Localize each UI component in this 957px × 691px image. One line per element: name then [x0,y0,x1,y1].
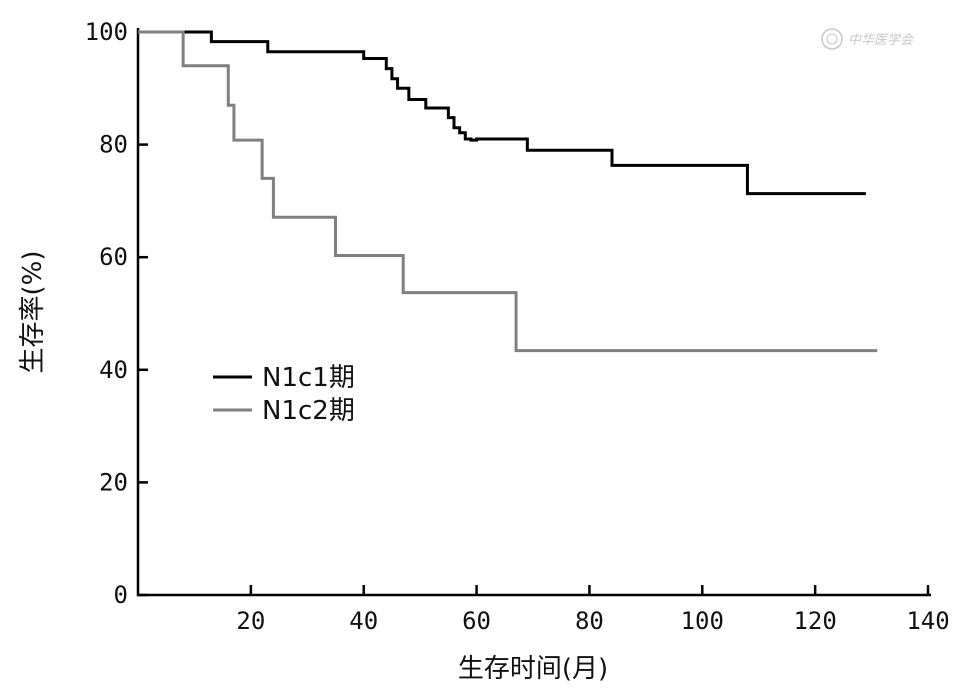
watermark-logo: 中华医学会 [821,28,915,50]
legend: N1c1期 N1c2期 [213,363,355,426]
legend-label-n1c1: N1c1期 [262,363,355,393]
y-tick-label: 80 [99,131,128,159]
y-tick-label: 40 [99,356,128,384]
x-axis-title: 生存时间(月) [458,654,608,684]
y-tick-label: 0 [114,581,128,609]
x-tick-label: 120 [793,607,836,635]
x-tick-label: 80 [575,607,604,635]
tick-labels: 0 20 40 60 80 100 20 40 60 80 100 120 140 [85,18,950,635]
watermark-seal-inner-icon [826,33,838,45]
y-tick-label: 60 [99,243,128,271]
series-layer [138,30,878,353]
series-line-n1c1 [138,30,866,196]
y-tick-label: 100 [85,18,128,46]
y-tick-label: 20 [99,468,128,496]
watermark-seal-icon [821,28,843,50]
x-tick-label: 20 [236,607,265,635]
watermark-text: 中华医学会 [848,32,915,48]
ticks [138,30,930,597]
x-tick-label: 100 [681,607,724,635]
legend-label-n1c2: N1c2期 [262,396,355,426]
x-tick-label: 40 [349,607,378,635]
y-axis-title: 生存率(%) [18,251,48,374]
series-line-n1c2 [138,30,878,353]
x-tick-label: 140 [906,607,949,635]
axes [136,28,931,597]
x-tick-label: 60 [462,607,491,635]
